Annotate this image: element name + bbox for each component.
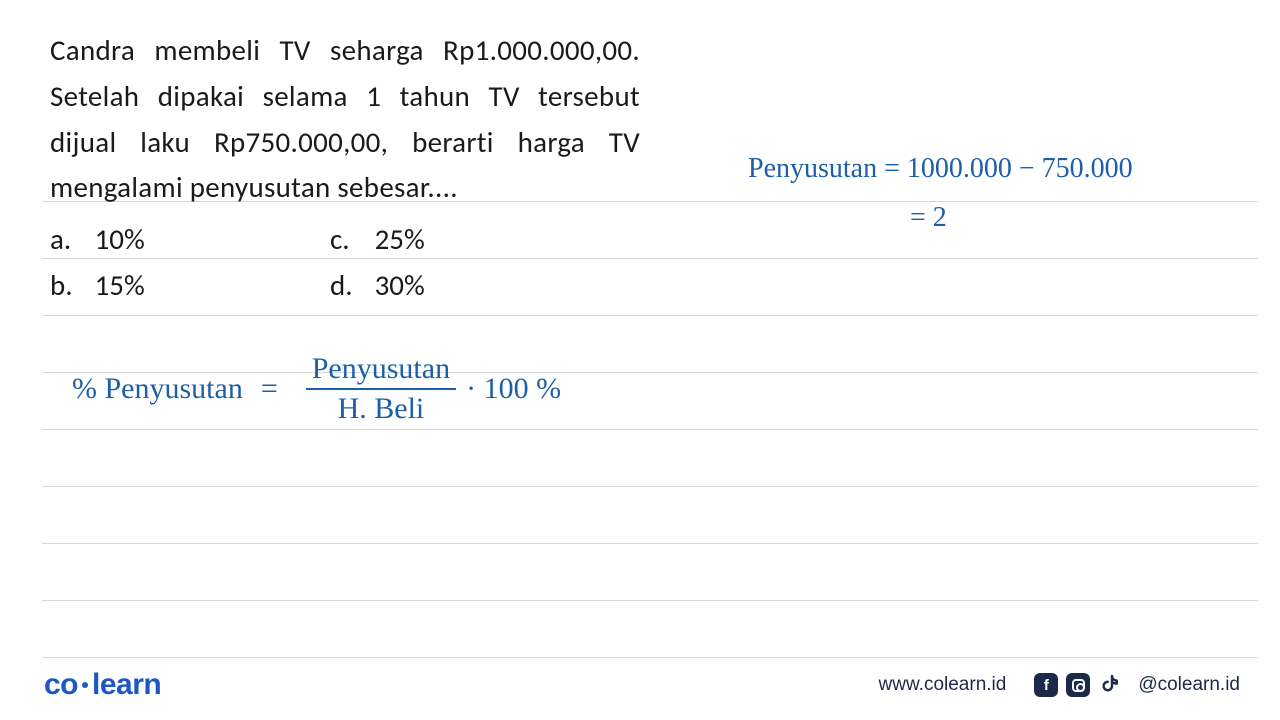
- tiktok-icon: [1098, 673, 1122, 697]
- option-d: d. 30%: [330, 263, 610, 309]
- calc2-multiplier: · 100 %: [466, 352, 561, 406]
- facebook-icon: f: [1034, 673, 1058, 697]
- calc2-lhs: % Penyusutan: [72, 352, 243, 406]
- logo-part-1: co: [44, 668, 78, 701]
- handwritten-calc-2: % Penyusutan = Penyusutan H. Beli · 100 …: [72, 352, 561, 426]
- footer-right: www.colearn.id f @colearn.id: [879, 673, 1240, 697]
- handwritten-calc-1: Penyusutan = 1000.000 − 750.000 = 2: [748, 147, 1133, 241]
- footer: colearn www.colearn.id f @colearn.id: [0, 658, 1280, 720]
- question-text: Candra membeli TV seharga Rp1.000.000,00…: [50, 28, 640, 211]
- calc2-fraction: Penyusutan H. Beli: [306, 352, 456, 426]
- option-b: b. 15%: [50, 263, 330, 309]
- option-d-label: d.: [330, 263, 368, 309]
- option-b-label: b.: [50, 263, 88, 309]
- calc1-line2: = 2: [748, 196, 1133, 241]
- calc1-line1: Penyusutan = 1000.000 − 750.000: [748, 147, 1133, 192]
- option-a-value: 10%: [95, 221, 145, 257]
- question-block: Candra membeli TV seharga Rp1.000.000,00…: [50, 28, 640, 309]
- option-a-label: a.: [50, 217, 88, 263]
- option-c-value: 25%: [375, 221, 425, 257]
- social-icons: f: [1034, 673, 1122, 697]
- footer-handle: @colearn.id: [1138, 674, 1240, 696]
- instagram-icon: [1066, 673, 1090, 697]
- option-c: c. 25%: [330, 217, 610, 263]
- option-b-value: 15%: [95, 267, 145, 303]
- answer-options: a. 10% b. 15% c. 25% d. 30%: [50, 217, 640, 309]
- option-d-value: 30%: [375, 267, 425, 303]
- brand-logo: colearn: [44, 668, 161, 702]
- logo-dot-icon: [82, 682, 88, 688]
- option-c-label: c.: [330, 217, 368, 263]
- logo-part-2: learn: [92, 668, 161, 701]
- calc2-numerator: Penyusutan: [306, 352, 456, 390]
- option-a: a. 10%: [50, 217, 330, 263]
- calc2-denominator: H. Beli: [306, 390, 456, 426]
- footer-url: www.colearn.id: [879, 674, 1007, 696]
- calc2-eq: =: [243, 352, 306, 406]
